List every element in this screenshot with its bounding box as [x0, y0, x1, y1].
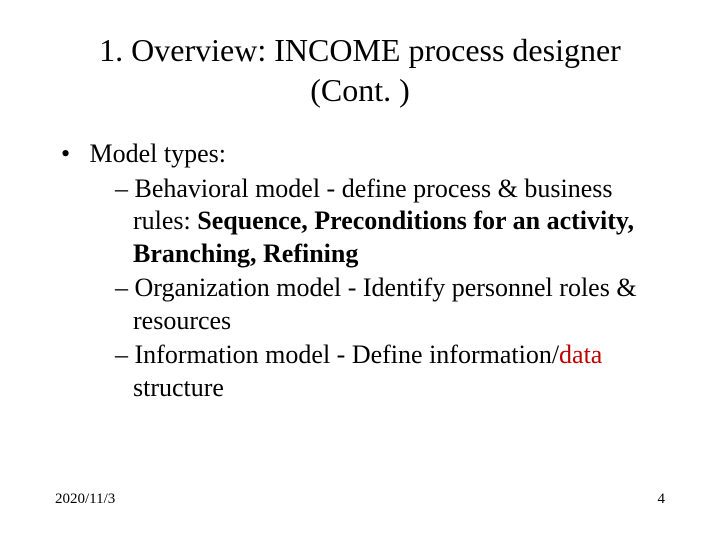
slide-title: 1. Overview: INCOME process designer (Co…	[55, 30, 665, 110]
sub2-text: Organization model - Identify personnel …	[133, 273, 637, 335]
title-line-1: 1. Overview: INCOME process designer	[99, 32, 621, 68]
sub3-prefix: Information model - Define information/	[135, 340, 560, 369]
sub-bullet-2: Organization model - Identify personnel …	[115, 272, 665, 337]
slide-footer: 2020/11/3 4	[55, 491, 665, 508]
sub-bullet-3: Information model - Define information/d…	[115, 339, 665, 404]
bullet-item-1: Model types: Behavioral model - define p…	[83, 138, 665, 404]
sub-bullet-1: Behavioral model - define process & busi…	[115, 173, 665, 271]
sub3-suffix: structure	[133, 373, 224, 402]
sub3-highlight: data	[559, 340, 602, 369]
bullet-list: Model types: Behavioral model - define p…	[55, 138, 665, 404]
sub-bullet-list: Behavioral model - define process & busi…	[83, 173, 665, 405]
footer-page-number: 4	[658, 491, 666, 508]
slide-body: Model types: Behavioral model - define p…	[55, 138, 665, 404]
footer-date: 2020/11/3	[55, 491, 115, 508]
sub1-bold: Sequence, Preconditions for an activity,…	[133, 206, 634, 268]
slide: 1. Overview: INCOME process designer (Co…	[0, 0, 720, 540]
bullet-1-text: Model types:	[90, 139, 227, 168]
title-line-2: (Cont. )	[310, 72, 410, 108]
